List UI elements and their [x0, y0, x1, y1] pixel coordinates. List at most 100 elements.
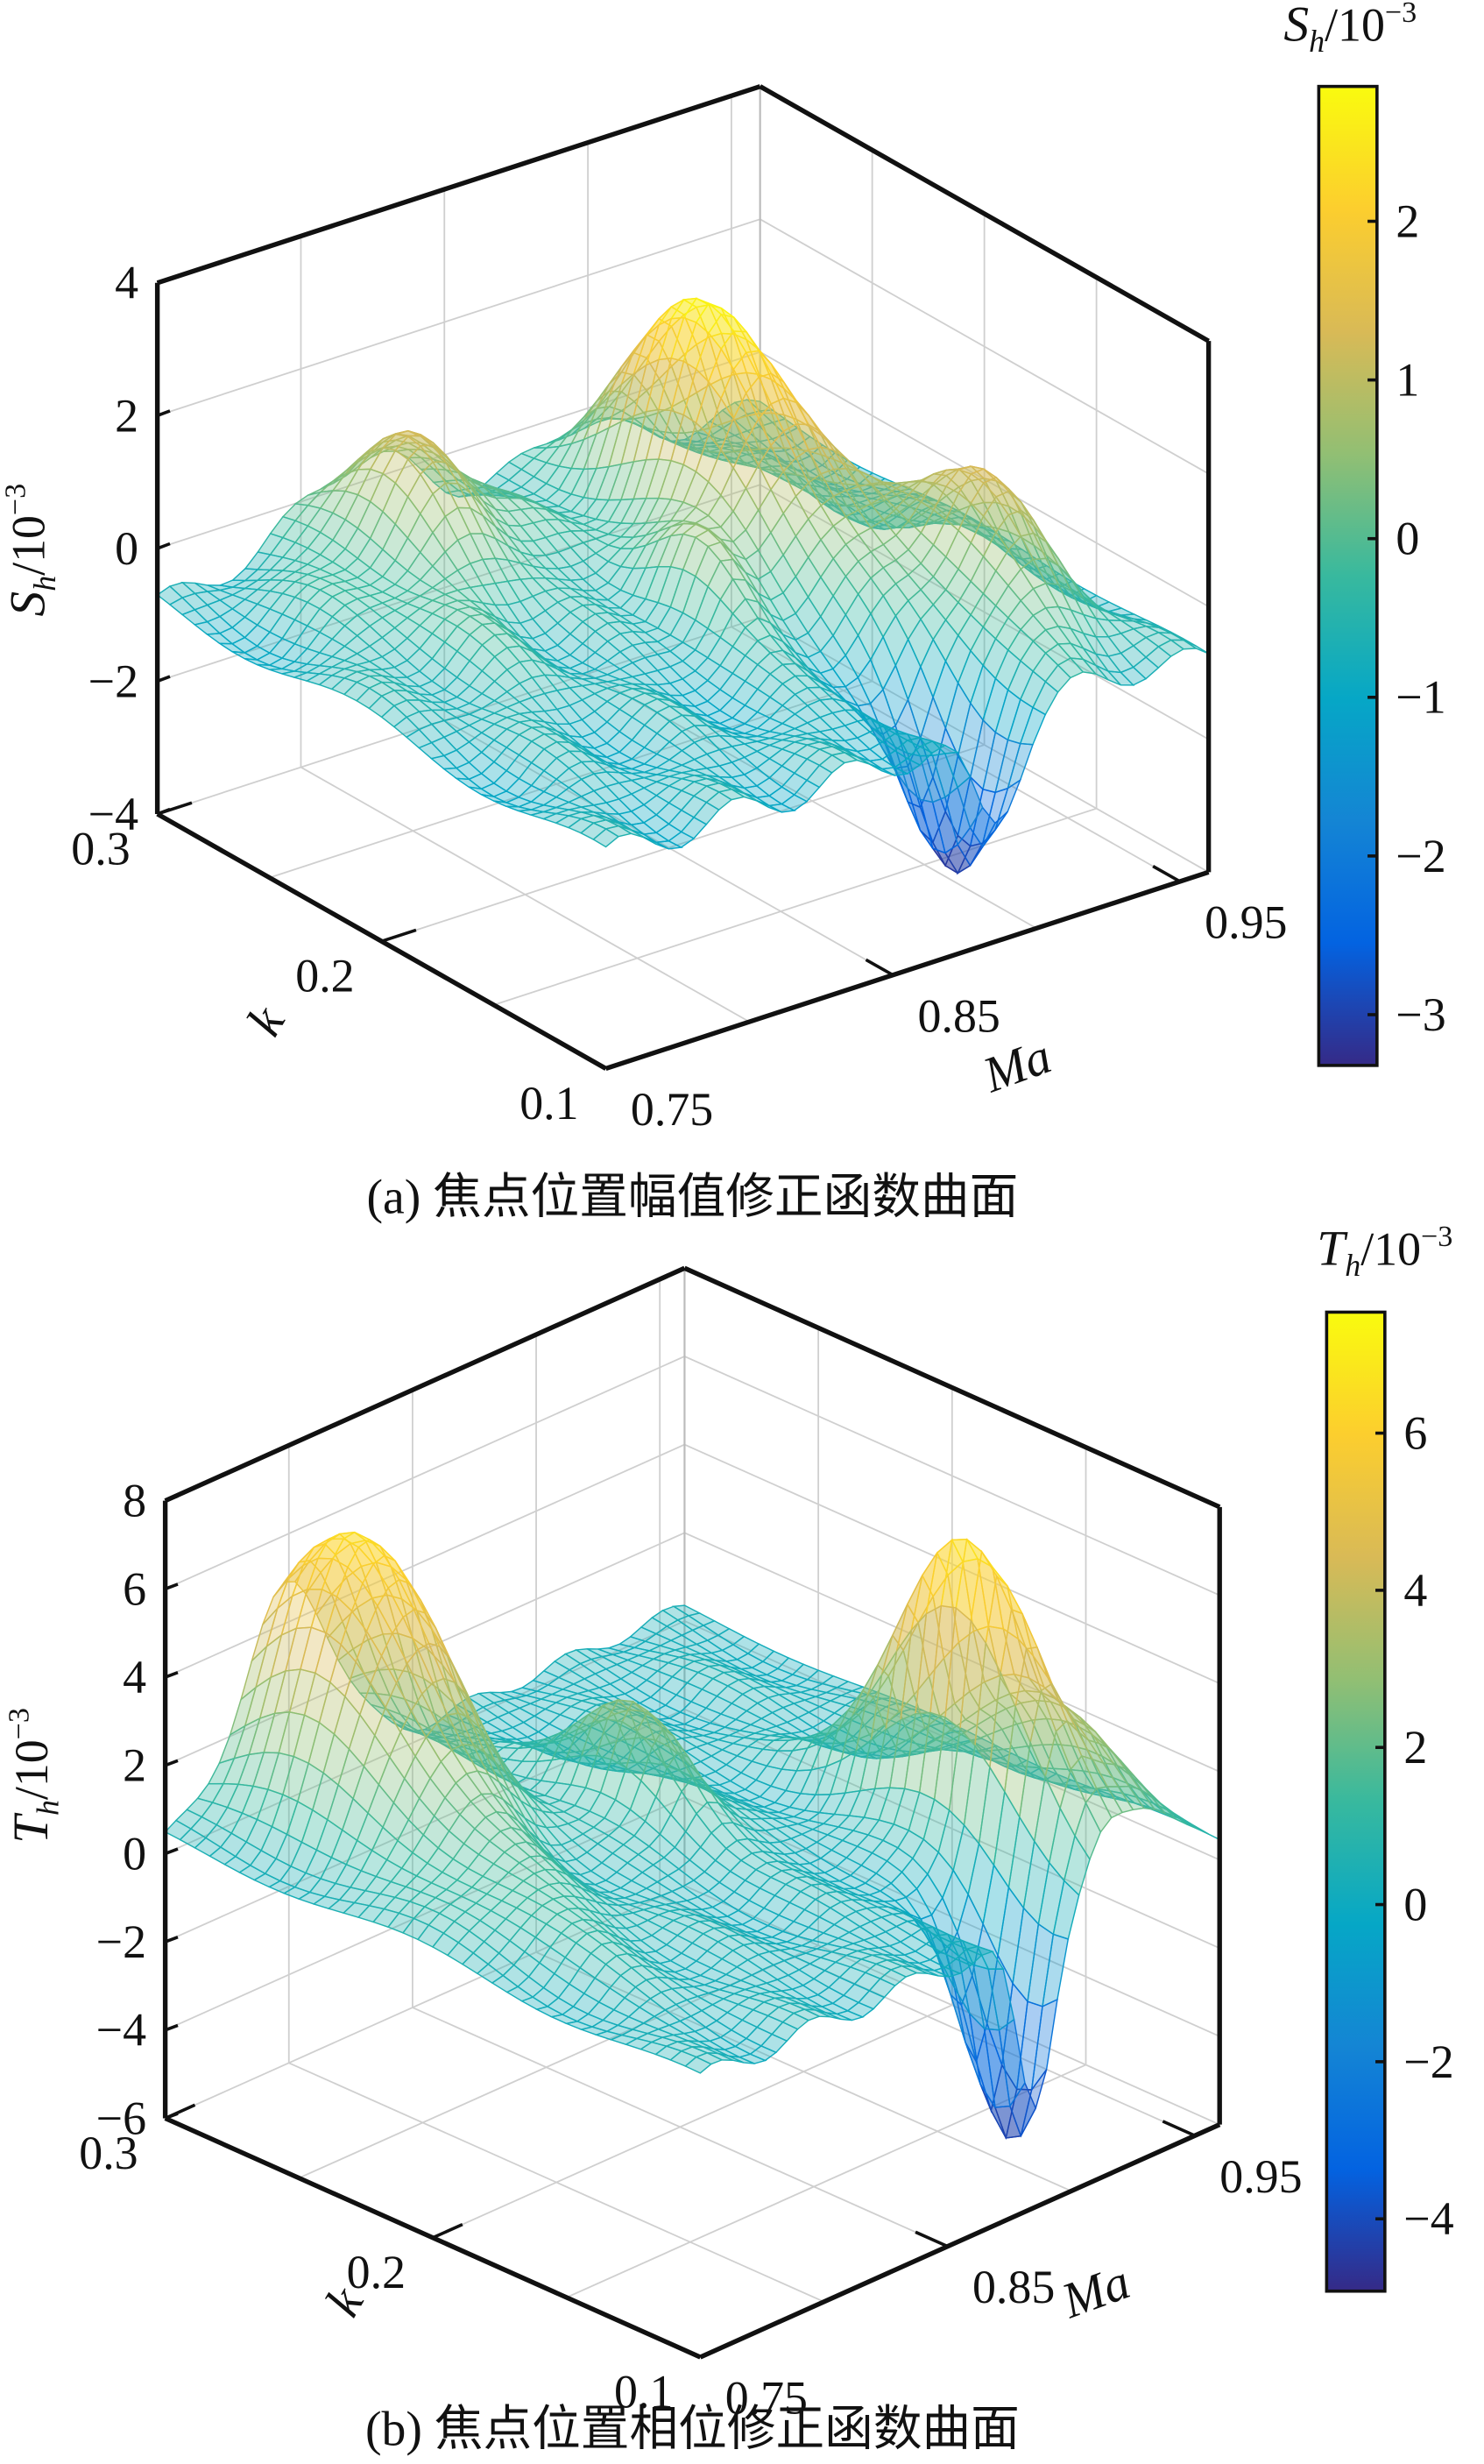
z-tick-label: 4 [115, 257, 138, 309]
grid-line [269, 680, 873, 879]
ma-tick-mark [1152, 865, 1181, 883]
z-axis-label-unit: /10 [2, 515, 54, 576]
k-tick-label: 0.3 [79, 2127, 138, 2179]
colorbar-tick-label: −3 [1396, 988, 1445, 1041]
z-tick-label: −2 [88, 655, 138, 707]
z-tick-label: 2 [115, 389, 138, 442]
grid-line [165, 1620, 685, 1855]
colorbar [1325, 1310, 1387, 2293]
grid-line [165, 1356, 685, 1590]
colorbar-tick-label: −4 [1403, 2192, 1453, 2245]
grid-line [432, 2004, 953, 2239]
ma-tick-label: 0.95 [1205, 896, 1287, 949]
z-axis-label-subscript: h [27, 576, 62, 591]
colorbar-tick-label: 1 [1396, 354, 1419, 407]
ma-tick-mark [668, 2341, 702, 2359]
colorbar-tick-label: 0 [1396, 513, 1419, 565]
colorbar [1317, 84, 1379, 1067]
k-tick-label: 0.1 [519, 1077, 578, 1129]
colorbar-tick-label: −2 [1396, 830, 1445, 882]
colorbar-title: Th/10−3 [1317, 1221, 1452, 1283]
colorbar-tick-label: 0 [1403, 1879, 1427, 1931]
z-tick-mark [157, 542, 171, 550]
k-tick-label: 0.3 [71, 822, 130, 874]
z-tick-label: 6 [123, 1562, 146, 1615]
grid-line [493, 807, 1097, 1006]
z-tick-mark [157, 409, 171, 418]
z-tick-label: 8 [123, 1475, 146, 1527]
z-tick-label: 0 [123, 1827, 146, 1880]
k-tick-mark [157, 801, 193, 816]
box-edge [759, 84, 1210, 343]
k-tick-mark [164, 2103, 196, 2121]
ma-tick-mark [578, 1051, 607, 1071]
tick-labels: 4 2 0 −2 −4 0.1 0.2 0.3 0.75 0.85 0.95 [71, 257, 1287, 1136]
figure-caption: (b) 焦点位置相位修正函数曲面 [365, 2403, 1020, 2457]
grid-line [165, 1796, 685, 2031]
z-axis-label: Th/10−3 [3, 1708, 65, 1844]
colorbar-tick-label: −2 [1403, 2036, 1453, 2088]
z-axis-label-exponent: −3 [0, 484, 32, 515]
k-tick-label: 0.2 [295, 950, 354, 1002]
grid-line [157, 484, 760, 683]
z-axis-label-symbol: T [4, 1812, 59, 1844]
z-tick-label: 2 [123, 1739, 146, 1792]
surface-plot-a: 420−2−40.10.20.30.750.850.95kMaSh/10−3Sh… [0, 0, 1446, 1224]
colorbar-title-symbol: T [1317, 1221, 1348, 1277]
colorbar-title-unit: /10 [1325, 0, 1385, 52]
colorbar-tick-label: −1 [1396, 671, 1445, 724]
grid-line [165, 1443, 685, 1678]
colorbar-tick-label: 6 [1403, 1407, 1427, 1460]
ma-tick-mark [865, 958, 894, 977]
k-tick-mark [699, 2342, 731, 2359]
z-axis-label-exponent: −3 [3, 1708, 35, 1739]
colorbar-title: Sh/10−3 [1283, 0, 1417, 59]
grid-line [157, 218, 760, 417]
z-tick-label: −4 [96, 2004, 146, 2057]
k-tick-label: 0.2 [347, 2246, 406, 2298]
colorbar-title-subscript: h [1309, 24, 1325, 59]
colorbar-tick-label: 2 [1396, 195, 1419, 248]
z-axis-label-unit: /10 [5, 1739, 58, 1800]
grid-line [165, 1532, 685, 1767]
grid-line [157, 350, 760, 549]
ma-tick-label: 0.85 [918, 989, 1000, 1042]
colorbar-title-symbol: S [1283, 0, 1309, 53]
k-tick-mark [381, 928, 417, 943]
surface-patch [592, 828, 620, 848]
z-tick-mark [157, 276, 171, 285]
colorbar-title-subscript: h [1345, 1248, 1360, 1283]
colorbar-tick-label: 4 [1403, 1564, 1427, 1617]
colorbar-title-unit: /10 [1360, 1223, 1421, 1276]
grid-line [381, 744, 985, 943]
ma-tick-label: 0.85 [972, 2261, 1055, 2313]
z-tick-label: 0 [115, 522, 138, 575]
ma-axis-label: Ma [1054, 2255, 1136, 2330]
colorbar-title-exponent: −3 [1421, 1221, 1452, 1253]
colorbar-tick-label: 2 [1403, 1721, 1427, 1774]
box-edge [156, 84, 761, 286]
figure-caption: (a) 焦点位置幅值修正函数曲面 [367, 1171, 1019, 1225]
ma-axis-line [604, 869, 1210, 1072]
z-tick-mark [164, 1494, 179, 1503]
ma-axis-line [699, 2122, 1221, 2360]
ma-tick-mark [1162, 2120, 1196, 2137]
ma-tick-label: 0.75 [631, 1083, 713, 1136]
z-tick-label: −4 [88, 788, 138, 840]
k-tick-mark [605, 1055, 641, 1071]
z-axis-label-subscript: h [30, 1800, 65, 1816]
z-axis-label: Sh/10−3 [0, 484, 62, 617]
k-axis-label: k [237, 996, 296, 1044]
z-tick-label: −2 [96, 1915, 146, 1968]
grid-line [566, 2064, 1086, 2298]
z-axis-label-symbol: S [0, 591, 55, 617]
grid-line [165, 1708, 685, 1943]
ma-tick-label: 0.95 [1219, 2150, 1302, 2203]
z-tick-label: 4 [123, 1651, 146, 1703]
surface-mesh [164, 1531, 1220, 2140]
k-tick-mark [432, 2222, 463, 2240]
ma-tick-mark [915, 2230, 949, 2248]
z-tick-mark [157, 675, 171, 683]
